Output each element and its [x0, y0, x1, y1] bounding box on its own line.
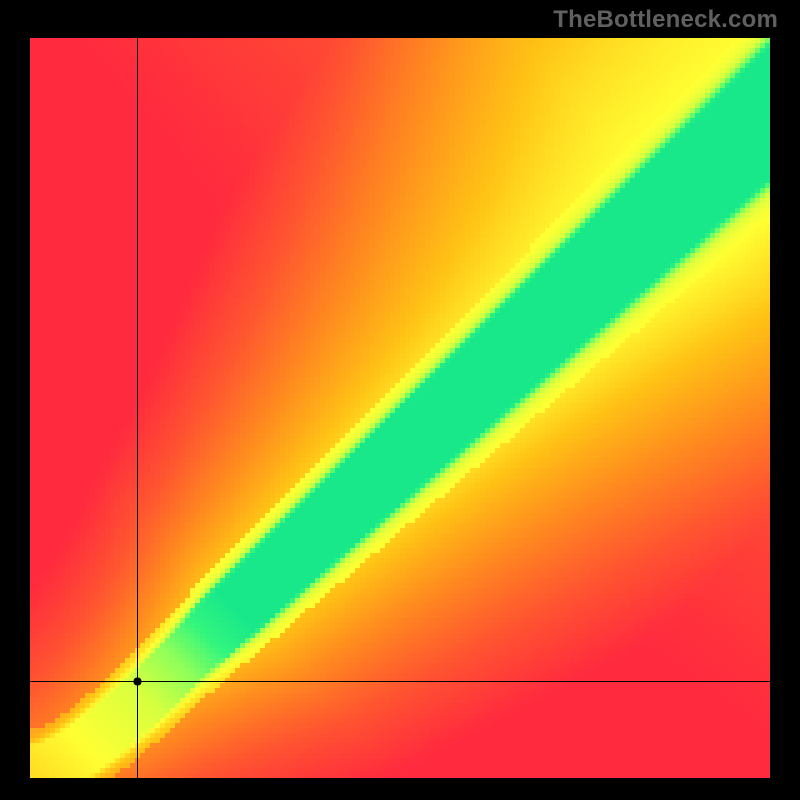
heatmap-plot [30, 38, 770, 778]
watermark-label: TheBottleneck.com [553, 6, 778, 34]
crosshair-overlay [30, 38, 770, 778]
